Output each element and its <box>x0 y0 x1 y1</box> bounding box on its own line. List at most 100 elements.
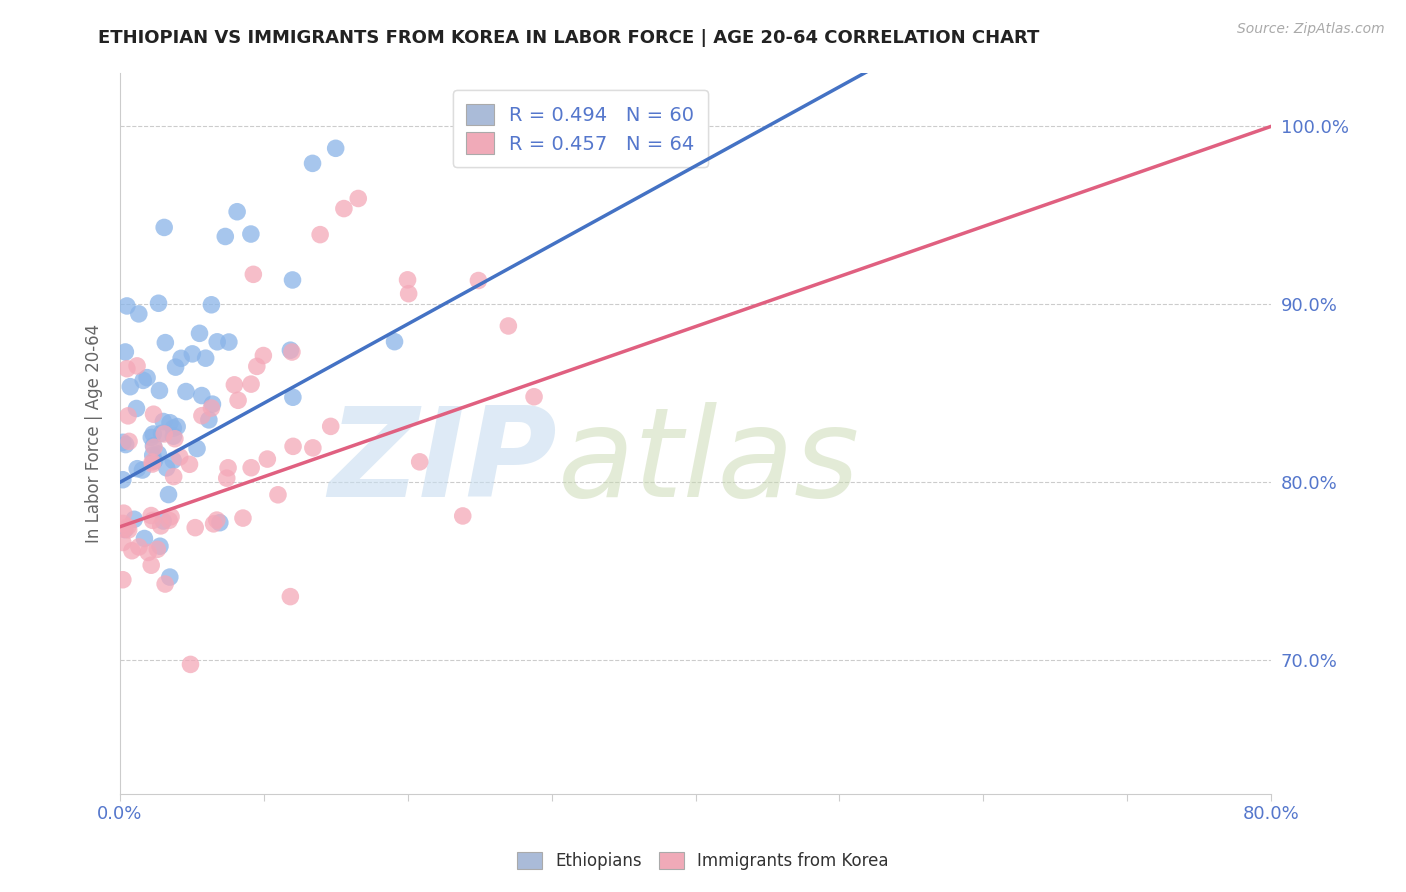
Point <box>114 437 136 451</box>
Point <box>162 421 184 435</box>
Point <box>149 539 172 553</box>
Point <box>115 299 138 313</box>
Point <box>218 334 240 349</box>
Point <box>131 463 153 477</box>
Point <box>118 434 141 449</box>
Point <box>157 513 180 527</box>
Point <box>174 384 197 399</box>
Point <box>153 427 176 442</box>
Point <box>169 450 191 464</box>
Point <box>200 298 222 312</box>
Point <box>202 516 225 531</box>
Point <box>319 419 342 434</box>
Point <box>159 570 181 584</box>
Point <box>111 535 134 549</box>
Point <box>148 384 170 398</box>
Point <box>267 488 290 502</box>
Point <box>201 397 224 411</box>
Point <box>152 514 174 528</box>
Point <box>162 429 184 443</box>
Point <box>142 427 165 442</box>
Point <box>325 141 347 155</box>
Point <box>165 360 187 375</box>
Legend: Ethiopians, Immigrants from Korea: Ethiopians, Immigrants from Korea <box>510 845 896 877</box>
Point <box>155 335 177 350</box>
Point <box>280 590 302 604</box>
Point <box>188 326 211 341</box>
Point <box>281 390 304 404</box>
Point <box>143 454 166 468</box>
Point <box>111 573 134 587</box>
Point <box>141 430 163 444</box>
Point <box>252 349 274 363</box>
Point <box>191 409 214 423</box>
Point <box>111 435 134 450</box>
Point <box>408 455 430 469</box>
Point <box>156 461 179 475</box>
Point <box>143 440 166 454</box>
Point <box>198 413 221 427</box>
Point <box>112 522 135 536</box>
Point <box>281 273 304 287</box>
Point <box>301 156 323 170</box>
Point <box>120 380 142 394</box>
Point <box>114 523 136 537</box>
Point <box>217 460 239 475</box>
Point <box>128 307 150 321</box>
Point <box>208 516 231 530</box>
Point <box>142 439 165 453</box>
Point <box>112 506 135 520</box>
Legend: R = 0.494   N = 60, R = 0.457   N = 64: R = 0.494 N = 60, R = 0.457 N = 64 <box>453 90 709 168</box>
Point <box>240 460 263 475</box>
Point <box>181 347 204 361</box>
Point <box>239 227 262 241</box>
Point <box>117 409 139 423</box>
Point <box>160 509 183 524</box>
Point <box>451 508 474 523</box>
Point <box>163 469 186 483</box>
Point <box>179 657 201 672</box>
Point <box>124 512 146 526</box>
Point <box>523 390 546 404</box>
Point <box>132 373 155 387</box>
Point <box>148 296 170 310</box>
Point <box>179 458 201 472</box>
Point <box>127 461 149 475</box>
Point <box>141 508 163 523</box>
Point <box>146 542 169 557</box>
Point <box>117 520 139 534</box>
Point <box>205 334 228 349</box>
Point <box>384 334 406 349</box>
Point <box>142 448 165 462</box>
Point <box>396 273 419 287</box>
Point <box>114 345 136 359</box>
Point <box>159 416 181 430</box>
Text: ZIP: ZIP <box>329 401 557 523</box>
Text: Source: ZipAtlas.com: Source: ZipAtlas.com <box>1237 22 1385 37</box>
Point <box>240 377 263 392</box>
Point <box>153 577 176 591</box>
Point <box>136 545 159 559</box>
Point <box>246 359 269 374</box>
Point <box>224 377 246 392</box>
Point <box>163 432 186 446</box>
Point <box>157 487 180 501</box>
Point <box>118 523 141 537</box>
Point <box>128 540 150 554</box>
Point <box>111 516 134 531</box>
Text: atlas: atlas <box>557 401 859 523</box>
Point <box>166 419 188 434</box>
Point <box>191 388 214 402</box>
Point <box>281 345 304 359</box>
Point <box>184 521 207 535</box>
Point <box>170 351 193 366</box>
Point <box>150 426 173 441</box>
Point <box>347 192 370 206</box>
Point <box>186 442 208 456</box>
Point <box>115 361 138 376</box>
Y-axis label: In Labor Force | Age 20-64: In Labor Force | Age 20-64 <box>86 324 103 543</box>
Point <box>467 273 489 287</box>
Point <box>302 441 325 455</box>
Point <box>141 457 163 471</box>
Point <box>398 286 420 301</box>
